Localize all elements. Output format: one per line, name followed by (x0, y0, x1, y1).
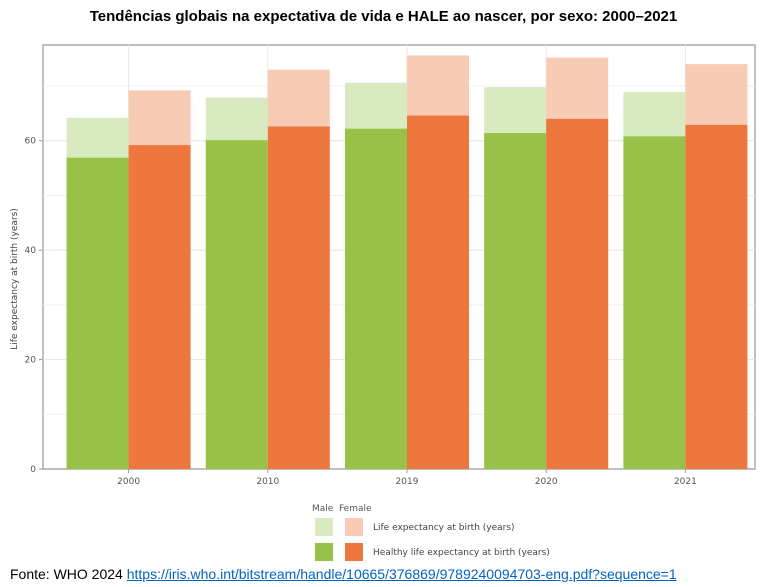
bar-male-hale-2020 (484, 133, 547, 469)
bar-male-hale-2019 (345, 128, 407, 469)
bar-male-hale-2010 (205, 140, 268, 470)
legend-swatch-female-hale (345, 543, 363, 561)
legend-header-female: Female (339, 504, 372, 514)
x-tick-label: 2010 (256, 477, 279, 487)
legend-swatch-male-hale (315, 543, 333, 561)
y-axis-label: Life expectancy at birth (years) (10, 208, 20, 350)
y-tick-label: 20 (25, 356, 37, 366)
x-tick-label: 2019 (396, 477, 419, 487)
legend-swatch-female-le (345, 518, 363, 536)
x-tick-label: 2000 (117, 477, 140, 487)
bar-male-hale-2000 (66, 157, 129, 469)
y-tick-label: 40 (25, 246, 37, 256)
source-link[interactable]: https://iris.who.int/bitstream/handle/10… (126, 566, 677, 582)
source-footer: Fonte: WHO 2024 https://iris.who.int/bit… (10, 566, 677, 582)
bar-male-hale-2021 (623, 136, 686, 469)
source-prefix: Fonte: WHO 2024 (10, 566, 123, 582)
y-tick-label: 0 (30, 465, 36, 475)
x-tick-label: 2021 (674, 477, 697, 487)
bar-female-hale-2020 (546, 118, 609, 469)
bar-female-hale-2019 (407, 115, 469, 469)
bar-female-hale-2010 (267, 126, 330, 469)
legend-label-le: Life expectancy at birth (years) (373, 523, 515, 533)
legend-swatch-male-le (315, 518, 333, 536)
legend-label-hale: Healthy life expectancy at birth (years) (373, 548, 550, 558)
y-tick-label: 60 (25, 137, 37, 147)
bar-female-hale-2000 (128, 145, 191, 469)
x-tick-label: 2020 (535, 477, 558, 487)
legend-header-male: Male (312, 504, 334, 514)
bar-female-hale-2021 (685, 124, 748, 469)
chart-title: Tendências globais na expectativa de vid… (89, 8, 678, 25)
